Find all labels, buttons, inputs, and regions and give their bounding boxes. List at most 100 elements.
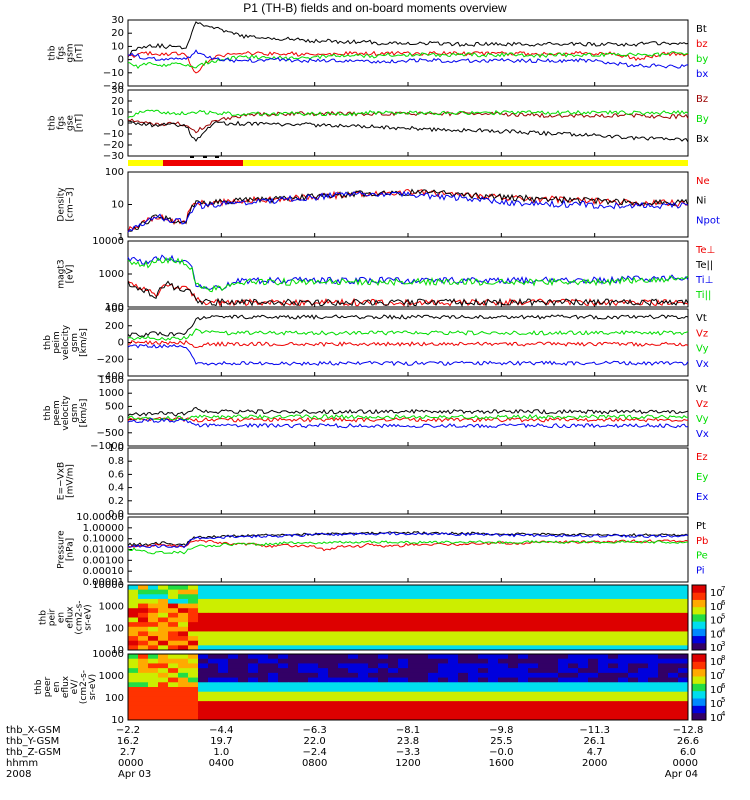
heatmap-cell [138, 705, 149, 712]
heatmap-cell [148, 672, 159, 679]
heatmap-cell [478, 654, 489, 660]
heatmap-cell [488, 622, 499, 628]
heatmap-cell [138, 594, 149, 600]
heatmap-cell [508, 645, 519, 651]
heatmap-cell [238, 663, 249, 669]
heatmap-cell [658, 687, 669, 693]
heatmap-cell [678, 612, 689, 618]
heatmap-cell [188, 603, 199, 609]
heatmap-cell [188, 682, 199, 688]
heatmap-cell [368, 654, 379, 660]
heatmap-cell [338, 687, 349, 693]
heatmap-cell [428, 594, 439, 600]
heatmap-cell [348, 585, 359, 591]
heatmap-cell [488, 672, 499, 679]
heatmap-cell [428, 705, 439, 712]
heatmap-cell [608, 696, 619, 702]
ephemeris-value: 26.6 [677, 736, 699, 747]
y-tick-label: 20 [111, 28, 124, 39]
heatmap-cell [598, 622, 609, 628]
heatmap-cell [418, 663, 429, 669]
heatmap-cell [618, 585, 629, 591]
heatmap-cell [328, 603, 339, 609]
colorbar-band [692, 698, 706, 706]
heatmap-cell [388, 603, 399, 609]
panel-frame [127, 516, 689, 583]
heatmap-cell [358, 594, 369, 600]
heatmap-cell [178, 598, 189, 605]
heatmap-cell [458, 603, 469, 609]
ephemeris-value: 25.5 [490, 736, 512, 747]
heatmap-cell [228, 677, 239, 683]
heatmap-cell [268, 636, 279, 642]
heatmap-cell [638, 672, 649, 679]
heatmap-cell [308, 691, 319, 697]
heatmap-cell [618, 668, 629, 674]
heatmap-cell [468, 589, 479, 595]
heatmap-cell [598, 654, 609, 660]
heatmap-cell [438, 585, 449, 591]
heatmap-cell [128, 626, 139, 632]
heatmap-cell [318, 710, 329, 716]
heatmap-cell [208, 682, 219, 688]
heatmap-cell [678, 687, 689, 693]
heatmap-cell [668, 608, 679, 614]
heatmap-cell [128, 631, 139, 637]
heatmap-cell [298, 603, 309, 609]
heatmap-cell [338, 654, 349, 660]
heatmap-cell [268, 687, 279, 693]
heatmap-cell [478, 691, 489, 697]
heatmap-cell [318, 668, 329, 674]
heatmap-cell [298, 696, 309, 702]
heatmap-cell [628, 598, 639, 605]
heatmap-cell [668, 622, 679, 628]
heatmap-cell [268, 617, 279, 623]
heatmap-cell [358, 691, 369, 697]
heatmap-cell [238, 715, 249, 721]
heatmap-cell [578, 672, 589, 679]
heatmap-cell [378, 603, 389, 609]
heatmap-cell [608, 672, 619, 679]
ephemeris-value: Apr 03 [118, 769, 151, 780]
legend-vt: Vt [696, 313, 707, 324]
heatmap-cell [578, 622, 589, 628]
heatmap-cell [608, 710, 619, 716]
heatmap-cell [628, 677, 639, 683]
heatmap-cell [558, 640, 569, 646]
ephemeris-value: −6.3 [303, 725, 327, 736]
heatmap-cell [658, 654, 669, 660]
heatmap-cell [578, 654, 589, 660]
heatmap-cell [548, 612, 559, 618]
heatmap-cell [678, 608, 689, 614]
heatmap-cell [378, 701, 389, 707]
heatmap-cell [648, 585, 659, 591]
heatmap-cell [528, 640, 539, 646]
heatmap-cell [368, 687, 379, 693]
heatmap-cell [228, 603, 239, 609]
heatmap-cell [308, 598, 319, 605]
heatmap-cell [218, 672, 229, 679]
heatmap-cell [348, 663, 359, 669]
heatmap-cell [508, 696, 519, 702]
y-axis-label: peem [52, 400, 62, 426]
heatmap-cell [158, 691, 169, 697]
heatmap-cell [178, 608, 189, 614]
heatmap-cell [428, 672, 439, 679]
ephemeris-value: −11.3 [579, 725, 610, 736]
heatmap-cell [218, 654, 229, 660]
heatmap-cell [308, 672, 319, 679]
heatmap-cell [298, 705, 309, 712]
heatmap-cell [488, 589, 499, 595]
heatmap-cell [648, 622, 659, 628]
heatmap-cell [348, 617, 359, 623]
heatmap-cell [378, 622, 389, 628]
heatmap-cell [188, 589, 199, 595]
heatmap-cell [128, 682, 139, 688]
heatmap-cell [338, 663, 349, 669]
heatmap-cell [638, 705, 649, 712]
heatmap-cell [338, 598, 349, 605]
heatmap-cell [128, 640, 139, 646]
ephemeris-value: −12.8 [673, 725, 704, 736]
heatmap-cell [308, 617, 319, 623]
heatmap-cell [418, 696, 429, 702]
